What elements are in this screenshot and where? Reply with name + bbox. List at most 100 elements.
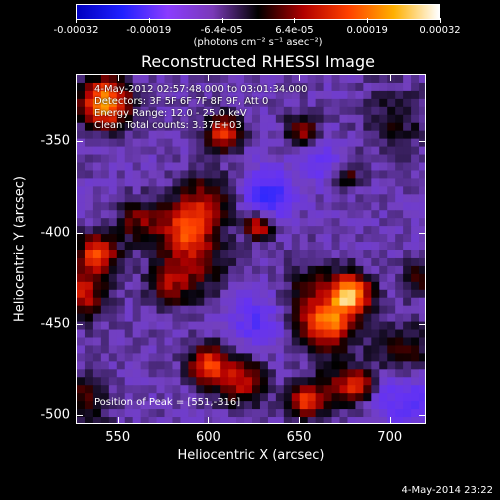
heatmap-cell [315,75,325,84]
colorbar-tick [221,18,223,23]
heatmap-cell [275,393,285,402]
heatmap-cell [100,250,110,259]
heatmap-cell [267,250,277,259]
annotation-date-range: 4-May-2012 02:57:48.000 to 03:01:34.000 [94,84,308,95]
heatmap-cell [132,178,142,187]
heatmap-cell [323,345,333,354]
heatmap-cell [244,202,253,211]
heatmap-cell [331,377,340,386]
heatmap-cell [108,234,118,243]
heatmap-cell [339,297,348,307]
heatmap-cell [379,321,388,331]
heatmap-cell [267,305,277,315]
heatmap-cell [395,329,404,338]
heatmap-cell [220,337,229,346]
heatmap-cell [100,297,110,307]
heatmap-cell [228,186,237,195]
heatmap-cell [108,409,118,418]
heatmap-cell [84,377,94,386]
heatmap-cell [92,289,102,299]
heatmap-cell [164,242,173,251]
heatmap-cell [371,369,380,378]
heatmap-cell [347,98,356,108]
heatmap-cell [132,417,142,423]
heatmap-cell [387,146,396,156]
heatmap-cell [124,234,134,243]
heatmap-cell [411,393,420,402]
heatmap-cell [267,90,277,100]
heatmap-cell [307,417,317,423]
heatmap-cell [212,75,221,84]
heatmap-cell [124,242,134,251]
heatmap-cell [403,226,412,235]
heatmap-cell [220,273,229,283]
heatmap-cell [403,186,412,195]
heatmap-cell [116,98,126,108]
heatmap-cell [379,154,388,163]
heatmap-cell [307,194,317,203]
heatmap-cell [116,257,126,267]
heatmap-cell [275,409,285,418]
heatmap-cell [252,82,261,92]
heatmap-cell [259,321,269,331]
heatmap-cell [371,257,380,267]
heatmap-cell [196,226,205,235]
heatmap-cell [148,329,158,338]
heatmap-cell [220,257,229,267]
heatmap-cell [371,281,380,291]
heatmap-cell [259,329,269,338]
heatmap-cell [331,218,340,227]
heatmap-cell [228,273,237,283]
heatmap-cell [140,377,150,386]
heatmap-cell [419,98,425,108]
heatmap-cell [331,265,340,275]
heatmap-cell [371,289,380,299]
heatmap-cell [108,242,118,251]
heatmap-cell [259,114,269,124]
heatmap-cell [379,273,388,283]
heatmap-cell [403,114,412,124]
heatmap-cell [339,90,348,100]
heatmap-cell [275,218,285,227]
heatmap-cell [148,130,158,140]
heatmap-cell [77,297,86,307]
heatmap-cell [196,337,205,346]
x-tick [389,74,391,81]
heatmap-cell [339,409,348,418]
heatmap-cell [244,313,253,323]
heatmap-cell [252,345,261,354]
heatmap-cell [331,257,340,267]
heatmap-cell [259,385,269,394]
heatmap-cell [100,417,110,423]
heatmap-cell [228,250,237,259]
heatmap-cell [84,393,94,402]
heatmap-cell [259,281,269,291]
heatmap-cell [212,257,221,267]
heatmap-cell [140,337,150,346]
heatmap-cell [387,401,396,410]
heatmap-cell [124,401,134,410]
heatmap-cell [275,313,285,323]
heatmap-cell [323,234,333,243]
heatmap-cell [387,273,396,283]
heatmap-cell [411,202,420,211]
heatmap-cell [275,265,285,275]
heatmap-cell [92,90,102,100]
heatmap-cell [307,329,317,338]
heatmap-cell [379,281,388,291]
heatmap-cell [339,417,348,423]
heatmap-cell [148,234,158,243]
heatmap-cell [387,377,396,386]
heatmap-cell [379,162,388,171]
heatmap-cell [339,265,348,275]
heatmap-cell [148,162,158,171]
heatmap-cell [140,154,150,163]
heatmap-cell [172,297,181,307]
heatmap-cell [220,202,229,211]
annotation-peak: Position of Peak = [551,-316] [94,397,241,408]
heatmap-cell [180,313,189,323]
heatmap-cell [124,297,134,307]
heatmap-cell [252,401,261,410]
heatmap-cell [244,409,253,418]
heatmap-cell [315,417,325,423]
